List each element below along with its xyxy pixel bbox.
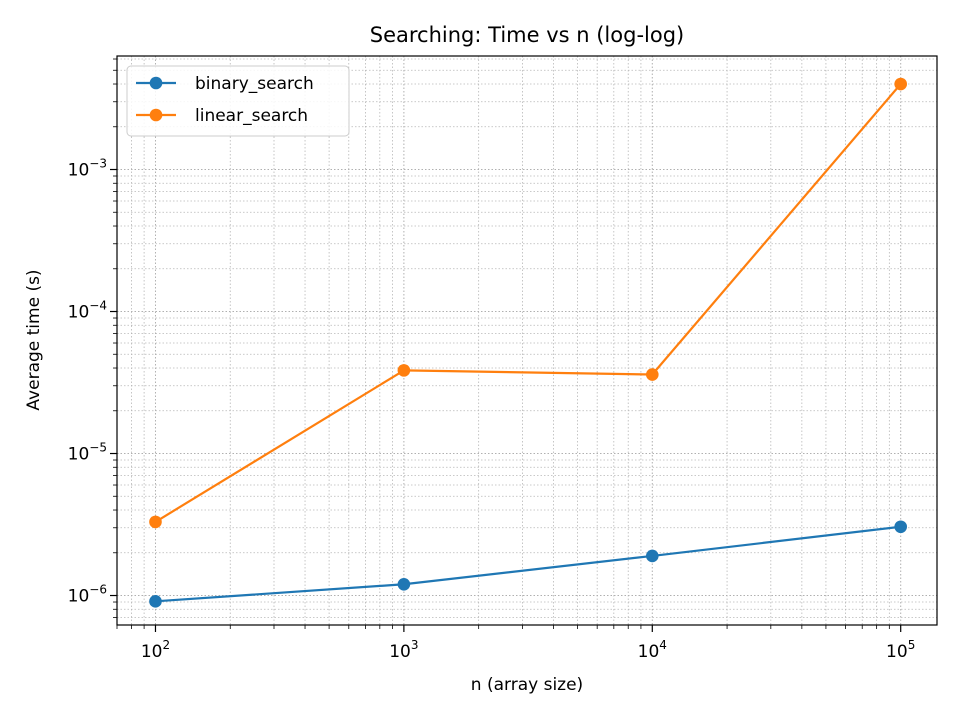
binary_search-point xyxy=(397,577,411,591)
major-grid xyxy=(117,56,937,625)
binary_search-point xyxy=(645,549,659,563)
x-axis-label: n (array size) xyxy=(471,675,583,695)
y-axis-label: Average time (s) xyxy=(24,269,44,410)
legend-label-linear_search: linear_search xyxy=(195,106,308,126)
binary_search-point xyxy=(894,520,908,534)
binary_search-line xyxy=(155,525,901,603)
series-layer xyxy=(149,77,908,608)
legend-marker-linear_search xyxy=(149,108,163,122)
linear_search-point xyxy=(149,515,162,529)
binary_search-point xyxy=(149,595,162,608)
legend-marker-binary_search xyxy=(149,76,163,90)
linear_search-point xyxy=(894,77,908,91)
plot-frame xyxy=(116,55,938,626)
legend-box xyxy=(126,65,350,137)
y-axis: 10−610−510−410−3 xyxy=(68,58,117,618)
linear_search-point xyxy=(397,364,411,377)
legend-label-binary_search: binary_search xyxy=(195,74,314,94)
legend: binary_search linear_search xyxy=(126,65,350,137)
chart-title: Searching: Time vs n (log-log) xyxy=(370,23,684,47)
linear_search-point xyxy=(645,368,659,381)
plot-area xyxy=(117,56,937,625)
minor-grid xyxy=(116,56,937,625)
linear_search-line xyxy=(154,83,902,523)
